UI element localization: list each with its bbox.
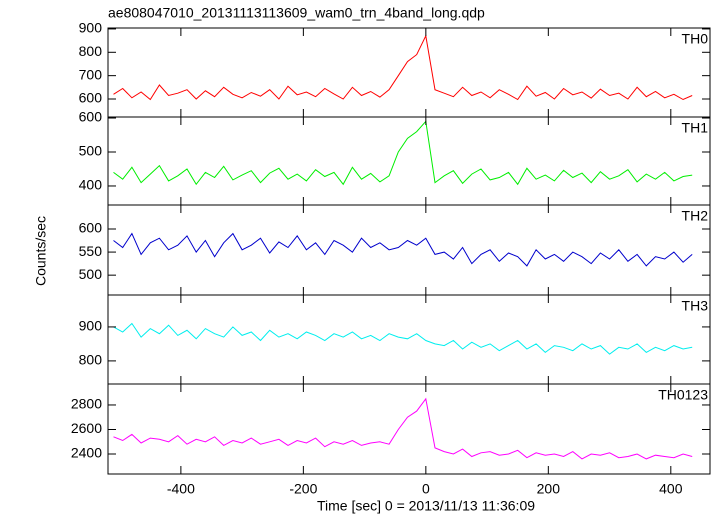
y-axis-label: Counts/sec xyxy=(33,216,49,286)
panel-label: TH1 xyxy=(682,120,709,136)
y-tick-label: 550 xyxy=(79,243,103,259)
x-tick-label: 0 xyxy=(422,481,430,497)
panel-frame xyxy=(107,116,711,206)
x-tick-label: 400 xyxy=(659,481,683,497)
y-tick-label: 600 xyxy=(79,109,103,125)
series-line xyxy=(113,232,693,267)
y-tick-label: 900 xyxy=(79,20,103,36)
panel-label: TH3 xyxy=(682,298,709,314)
panel-label: TH2 xyxy=(682,208,709,224)
x-axis-label: Time [sec] 0 = 2013/11/13 11:36:09 xyxy=(317,498,535,514)
y-tick-label: 700 xyxy=(79,66,103,82)
chart-title: ae808047010_20131113113609_wam0_trn_4ban… xyxy=(108,5,485,21)
series-line xyxy=(113,322,693,355)
y-tick-label: 400 xyxy=(79,177,103,193)
x-tick-label: 200 xyxy=(537,481,561,497)
y-tick-label: 500 xyxy=(79,143,103,159)
y-tick-label: 2600 xyxy=(71,420,102,436)
y-tick-label: 800 xyxy=(79,43,103,59)
y-tick-label: 2800 xyxy=(71,396,102,412)
y-tick-label: 2400 xyxy=(71,445,102,461)
panel-label: TH0 xyxy=(682,31,709,47)
panel-frame xyxy=(107,294,711,385)
y-tick-label: 600 xyxy=(79,220,103,236)
y-tick-label: 500 xyxy=(79,266,103,282)
panel-frame xyxy=(107,27,711,118)
series-line xyxy=(113,120,693,186)
panel-label: TH0123 xyxy=(658,387,708,403)
y-tick-label: 800 xyxy=(79,352,103,368)
x-tick-label: -200 xyxy=(289,481,317,497)
y-tick-label: 600 xyxy=(79,90,103,106)
series-line xyxy=(113,34,693,101)
y-tick-label: 900 xyxy=(79,318,103,334)
panel-frame xyxy=(107,383,711,475)
x-tick-label: -400 xyxy=(167,481,195,497)
series-line xyxy=(113,397,693,460)
